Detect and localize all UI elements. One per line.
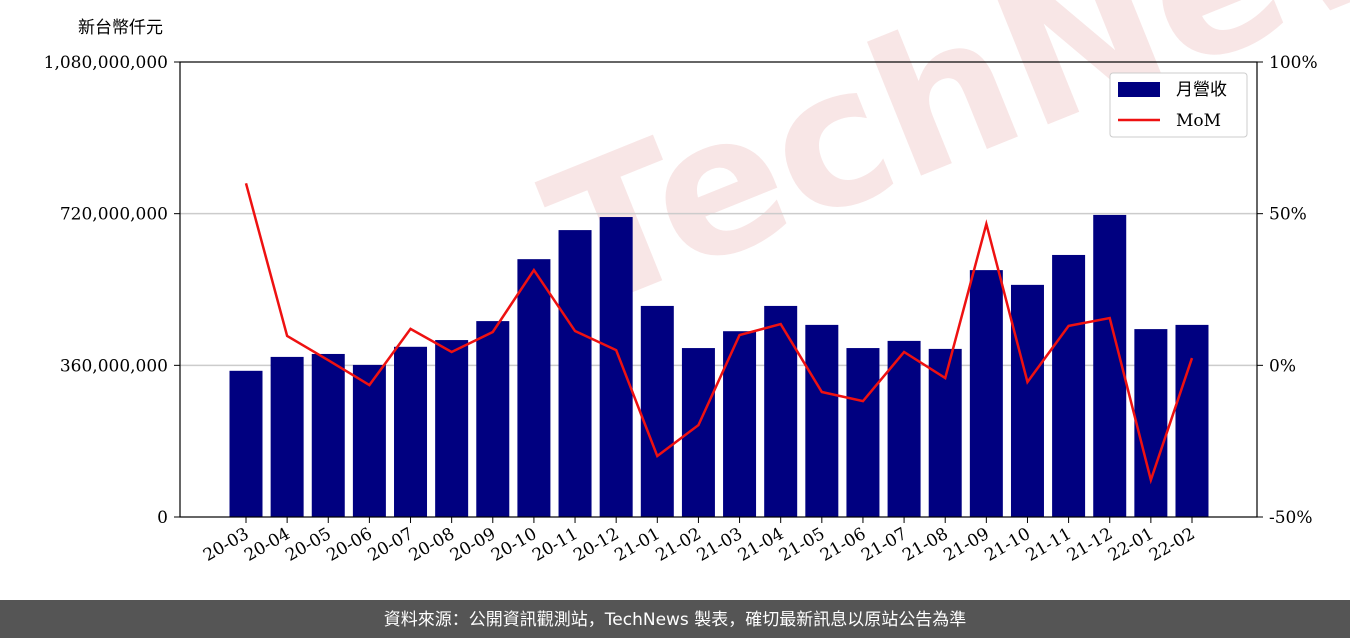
watermark: TechNews — [520, 0, 1350, 353]
bar — [1010, 284, 1044, 517]
x-tick-label: 20-03 — [200, 524, 252, 566]
x-tick-label: 20-10 — [488, 524, 540, 566]
x-tick-label: 21-12 — [1064, 524, 1116, 566]
bar — [1175, 324, 1209, 517]
x-tick-label: 21-11 — [1023, 524, 1075, 566]
x-tick-label: 21-01 — [611, 524, 663, 566]
bar — [764, 305, 798, 517]
y-tick-label: 720,000,000 — [60, 205, 168, 225]
bar — [517, 259, 551, 517]
line — [244, 183, 1194, 485]
footer-bar — [0, 600, 1350, 638]
plot-frame — [179, 61, 1258, 518]
x-tick-label: 21-09 — [940, 524, 992, 566]
bar — [969, 270, 1003, 517]
legend-swatch — [1118, 82, 1160, 97]
bar — [270, 356, 304, 517]
bar — [476, 321, 510, 517]
y-tick-label: 360,000,000 — [60, 356, 168, 376]
footer-text: 資料來源：公開資訊觀測站，TechNews 製表，確切最新訊息以原站公告為準 — [384, 610, 966, 630]
bar — [558, 230, 592, 517]
legend-label: MoM — [1176, 111, 1221, 131]
legend-label: 月營收 — [1176, 80, 1227, 100]
legend: 月營收 MoM — [1109, 72, 1248, 138]
x-tick-label: 21-10 — [982, 524, 1034, 566]
x-tick-label: 20-07 — [365, 524, 417, 566]
bar — [846, 348, 880, 517]
y-tick-label: 0 — [157, 508, 168, 528]
bar — [229, 370, 263, 517]
bar — [805, 324, 839, 517]
x-tick-label: 20-04 — [241, 524, 293, 566]
x-tick-label: 21-04 — [735, 524, 787, 566]
bar — [435, 340, 469, 517]
unit-label: 新台幣仟元 — [78, 18, 163, 38]
x-tick-label: 20-11 — [529, 524, 581, 566]
bar — [394, 346, 428, 517]
y2-tick-label: 0% — [1269, 356, 1296, 376]
x-tick-label: 22-01 — [1105, 524, 1157, 566]
x-tick-label: 21-02 — [652, 524, 704, 566]
x-tick-label: 21-03 — [694, 524, 746, 566]
bar — [1052, 254, 1086, 517]
bar — [1134, 329, 1168, 517]
x-tick-label: 22-02 — [1146, 524, 1198, 566]
x-tick-label: 21-08 — [899, 524, 951, 566]
bar — [887, 340, 921, 517]
bar — [640, 305, 674, 517]
bar — [352, 364, 386, 517]
y2-tick-label: 50% — [1269, 205, 1307, 225]
x-tick-label: 21-07 — [858, 524, 910, 566]
y2-tick-label: -50% — [1269, 508, 1313, 528]
x-tick-label: 20-08 — [406, 524, 458, 566]
bar — [723, 331, 757, 517]
x-tick-label: 21-05 — [776, 524, 828, 566]
bar — [599, 217, 633, 517]
x-tick-label: 20-06 — [323, 524, 375, 566]
x-tick-label: 21-06 — [817, 524, 869, 566]
y-tick-label: 1,080,000,000 — [44, 53, 168, 73]
x-tick-label: 20-12 — [570, 524, 622, 566]
bar — [311, 353, 345, 517]
x-tick-label: 20-09 — [447, 524, 499, 566]
y2-tick-label: 100% — [1269, 53, 1318, 73]
x-tick-label: 20-05 — [282, 524, 334, 566]
